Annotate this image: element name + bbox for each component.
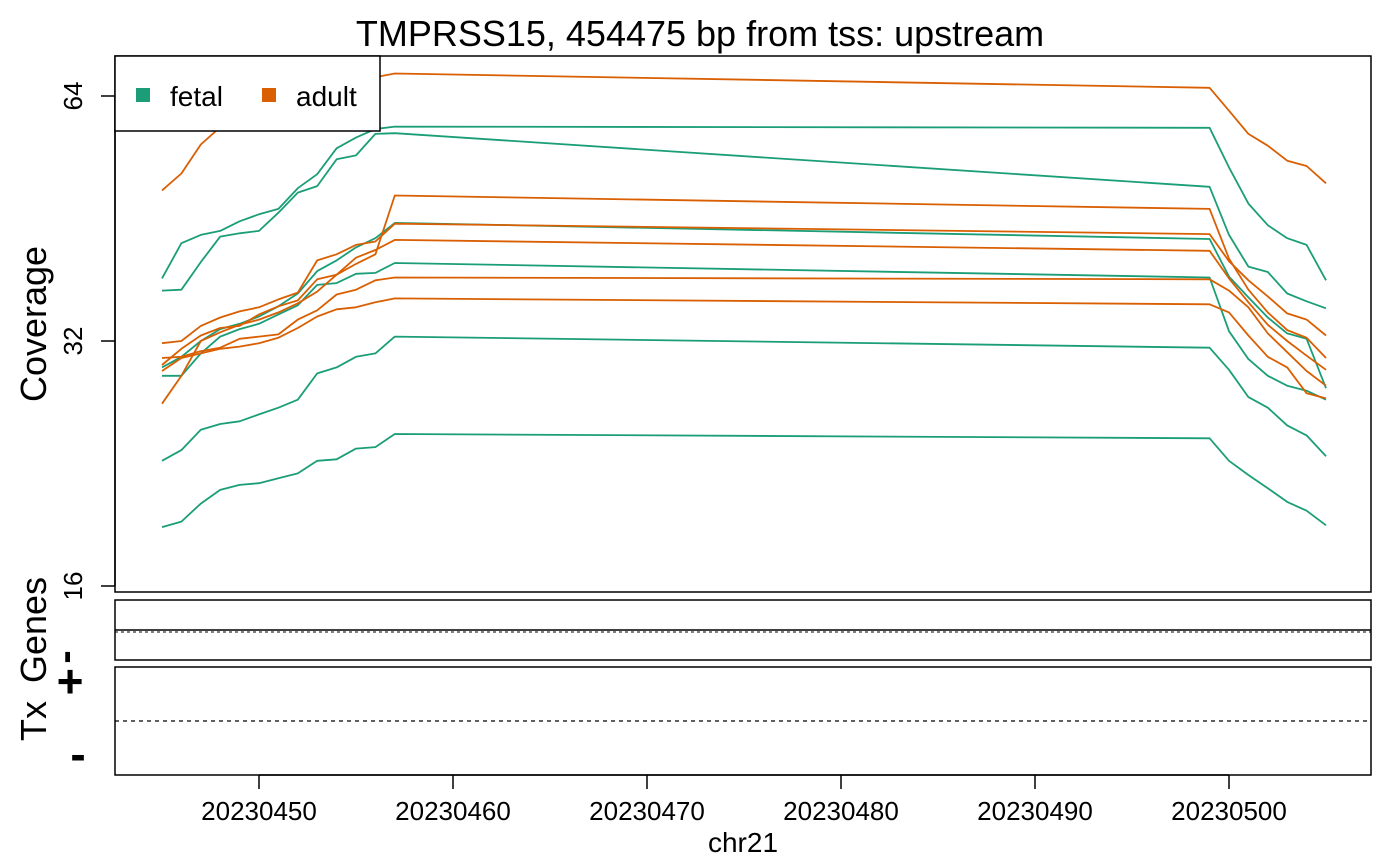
- x-tick-label-20230470: 20230470: [589, 796, 705, 826]
- tx-minus-strand-label: -: [70, 728, 85, 780]
- legend: fetal adult: [114, 55, 381, 132]
- x-tick-label-20230480: 20230480: [783, 796, 899, 826]
- series-line-adult-6: [161, 194, 1327, 405]
- series-line-adult-7: [161, 297, 1327, 400]
- series-line-adult-8: [161, 276, 1327, 387]
- series-line-fetal-4: [161, 132, 1327, 310]
- legend-label-fetal: fetal: [170, 81, 223, 112]
- x-tick-label-20230490: 20230490: [977, 796, 1093, 826]
- genes-track-label: Genes: [13, 577, 54, 683]
- y-axis-label: Coverage: [13, 246, 54, 402]
- legend-label-adult: adult: [296, 81, 357, 112]
- legend-box: [114, 55, 381, 132]
- legend-swatch-fetal: [136, 88, 150, 102]
- legend-swatch-adult: [262, 88, 276, 102]
- y-axis: 16 32 64: [58, 82, 116, 601]
- y-tick-label-16: 16: [58, 572, 88, 601]
- tx-track-label: Tx: [13, 701, 54, 741]
- x-axis: 20230450 20230460 20230470 20230480 20230490…: [201, 774, 1287, 826]
- series-layer: [161, 72, 1327, 528]
- y-tick-label-64: 64: [58, 82, 88, 111]
- genes-strand-label: -: [43, 650, 87, 663]
- series-line-fetal-0: [161, 433, 1327, 528]
- series-line-fetal-3: [161, 221, 1327, 389]
- x-tick-label-20230450: 20230450: [201, 796, 317, 826]
- x-axis-label: chr21: [708, 827, 778, 858]
- series-line-adult-10: [161, 222, 1327, 345]
- series-line-adult-9: [161, 238, 1327, 371]
- series-line-fetal-2: [162, 262, 1327, 401]
- y-tick-label-32: 32: [58, 327, 88, 356]
- x-tick-label-20230500: 20230500: [1171, 796, 1287, 826]
- series-line-fetal-1: [161, 335, 1327, 462]
- tx-plus-strand-label: +: [57, 655, 84, 707]
- x-tick-label-20230460: 20230460: [395, 796, 511, 826]
- chart-title: TMPRSS15, 454475 bp from tss: upstream: [356, 13, 1044, 54]
- series-line-fetal-5: [161, 125, 1327, 281]
